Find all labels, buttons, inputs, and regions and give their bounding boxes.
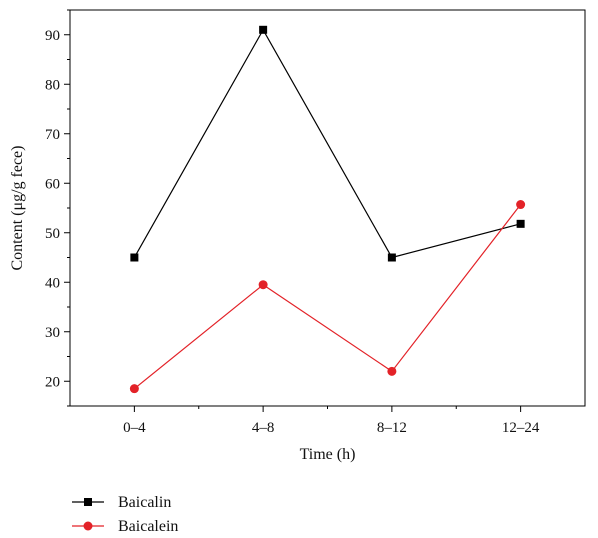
- data-point: [259, 25, 268, 34]
- data-point: [387, 253, 396, 262]
- y-axis-label: Content (μg/g fece): [9, 146, 26, 271]
- y-tick-label: 50: [45, 226, 60, 242]
- y-tick-label: 60: [45, 176, 60, 192]
- plot-border: [69, 9, 586, 407]
- series-layer: [129, 25, 526, 394]
- y-tick-label: 20: [45, 374, 60, 390]
- legend-item: Baicalein: [72, 518, 178, 535]
- y-axis: 20 30 40 50 60 70 80 90: [45, 9, 70, 407]
- y-tick-label: 40: [45, 275, 60, 291]
- y-tick-label: 80: [45, 77, 60, 93]
- plot-frame: [69, 9, 586, 407]
- data-point: [129, 384, 139, 394]
- data-point: [516, 200, 526, 210]
- legend-label: Baicalein: [118, 518, 178, 535]
- data-point: [130, 253, 139, 262]
- x-tick-label: 8–12: [377, 420, 407, 436]
- legend: Baicalin Baicalein: [72, 494, 178, 535]
- x-tick-label: 0–4: [123, 420, 146, 436]
- x-axis-label: Time (h): [300, 446, 356, 463]
- x-tick-label: 12–24: [502, 420, 540, 436]
- data-point: [258, 280, 268, 290]
- y-tick-label: 30: [45, 325, 60, 341]
- y-tick-label: 90: [45, 28, 60, 44]
- data-point: [387, 366, 397, 376]
- series-baicalein: [129, 200, 526, 394]
- legend-marker: [84, 498, 92, 506]
- legend-label: Baicalin: [118, 494, 171, 511]
- x-axis: 0–4 4–8 8–12 12–24: [123, 406, 540, 436]
- series-line: [133, 204, 522, 390]
- x-tick-label: 4–8: [252, 420, 275, 436]
- y-tick-label: 70: [45, 127, 60, 143]
- legend-item: Baicalin: [72, 494, 171, 511]
- legend-marker: [83, 521, 93, 531]
- series-line: [133, 28, 521, 259]
- series-baicalin: [130, 25, 525, 262]
- data-point: [516, 219, 525, 228]
